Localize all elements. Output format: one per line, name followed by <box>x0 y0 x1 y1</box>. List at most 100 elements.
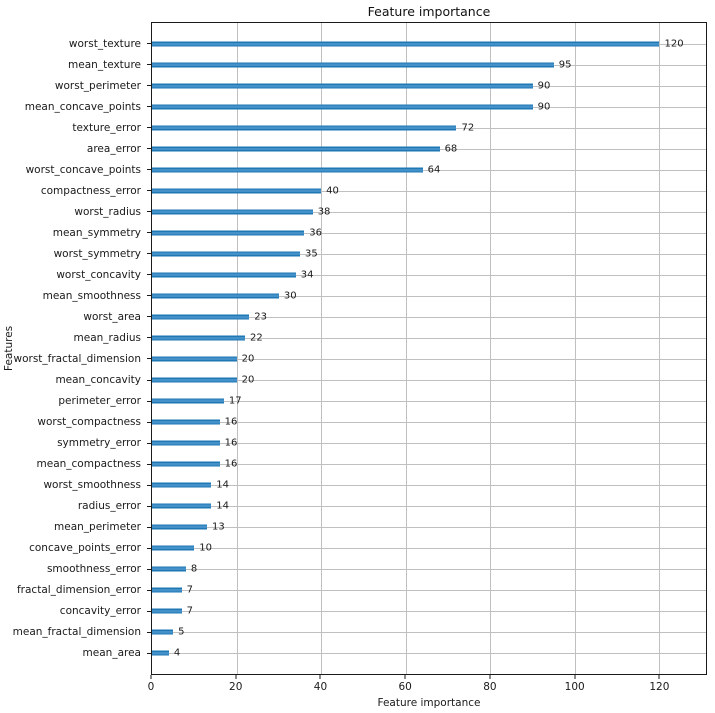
y-tick-row: worst_smoothness <box>0 475 151 496</box>
y-tick-mark <box>147 127 151 129</box>
bar-area_error <box>152 146 440 152</box>
y-tick-row: worst_compactness <box>0 412 151 433</box>
bar-symmetry_error <box>152 440 220 446</box>
y-tick-label: worst_concave_points <box>25 163 141 176</box>
y-tick-mark <box>147 190 151 192</box>
y-tick-mark <box>147 43 151 45</box>
y-tick-row: mean_fractal_dimension <box>0 622 151 643</box>
y-tick-mark <box>147 526 151 528</box>
y-tick-row: symmetry_error <box>0 433 151 454</box>
bar-fractal_dimension_error <box>152 587 182 593</box>
bar-value-label: 22 <box>250 332 263 344</box>
y-tick-label: mean_perimeter <box>54 521 141 534</box>
bar-worst_concave_points <box>152 167 423 173</box>
bar-value-label: 20 <box>241 353 255 365</box>
y-tick-mark <box>147 85 151 87</box>
bar-row: 16 <box>152 453 706 474</box>
y-tick-mark <box>147 106 151 108</box>
bar-row: 95 <box>152 55 706 76</box>
bar-value-label: 40 <box>326 185 339 197</box>
y-tick-label: mean_compactness <box>36 458 142 471</box>
bar-value-label: 23 <box>254 311 267 323</box>
y-tick-label: fractal_dimension_error <box>16 584 141 597</box>
bar-texture_error <box>152 125 457 131</box>
horizontal-gridline <box>152 275 706 277</box>
bar-row: 120 <box>152 34 706 55</box>
y-tick-mark <box>147 274 151 276</box>
bar-value-label: 36 <box>309 227 322 239</box>
y-tick-mark <box>147 484 151 486</box>
bar-row: 72 <box>152 118 706 139</box>
y-tick-row: mean_radius <box>0 327 151 348</box>
horizontal-gridline <box>152 359 706 361</box>
y-tick-row: texture_error <box>0 117 151 138</box>
y-tick-mark <box>147 253 151 255</box>
bar-mean_smoothness <box>152 293 279 299</box>
horizontal-gridline <box>152 212 706 214</box>
bar-row: 5 <box>152 621 706 642</box>
y-tick-mark <box>147 337 151 339</box>
vertical-gridline <box>321 23 323 674</box>
horizontal-gridline <box>152 589 706 591</box>
horizontal-gridline <box>152 610 706 612</box>
y-tick-mark <box>147 358 151 360</box>
bar-worst_smoothness <box>152 482 212 488</box>
y-tick-row: worst_concave_points <box>0 159 151 180</box>
bar-worst_symmetry <box>152 251 300 257</box>
bar-row: 4 <box>152 642 706 663</box>
horizontal-gridline <box>152 463 706 465</box>
x-tick-label: 80 <box>483 681 497 693</box>
y-tick-row: worst_area <box>0 306 151 327</box>
x-axis-ticks: 0 20 40 60 80 100 120 <box>0 675 715 699</box>
bar-row: 35 <box>152 244 706 265</box>
x-axis-label: Feature importance <box>377 697 481 709</box>
y-tick-label: mean_smoothness <box>42 289 141 302</box>
bar-row: 36 <box>152 223 706 244</box>
bar-worst_fractal_dimension <box>152 356 237 362</box>
bar-perimeter_error <box>152 398 224 404</box>
x-tick-mark <box>574 675 576 679</box>
y-tick-label: smoothness_error <box>46 563 141 576</box>
vertical-gridline <box>405 23 407 674</box>
y-tick-label: texture_error <box>72 121 141 134</box>
bar-row: 40 <box>152 181 706 202</box>
y-tick-row: worst_fractal_dimension <box>0 348 151 369</box>
horizontal-gridline <box>152 254 706 256</box>
bar-value-label: 16 <box>224 416 238 428</box>
y-tick-label: mean_symmetry <box>52 226 141 239</box>
horizontal-gridline <box>152 317 706 319</box>
bar-value-label: 10 <box>199 542 213 554</box>
horizontal-gridline <box>152 296 706 298</box>
y-tick-row: mean_symmetry <box>0 222 151 243</box>
y-tick-row: worst_concavity <box>0 264 151 285</box>
bar-worst_perimeter <box>152 83 533 89</box>
x-tick-mark <box>235 675 237 679</box>
bar-mean_perimeter <box>152 524 207 530</box>
bar-compactness_error <box>152 188 322 194</box>
y-tick-label: concavity_error <box>59 605 141 618</box>
bar-mean_texture <box>152 62 554 68</box>
y-tick-mark <box>147 547 151 549</box>
horizontal-gridline <box>152 170 706 172</box>
y-tick-mark <box>147 589 151 591</box>
bar-row: 23 <box>152 307 706 328</box>
bar-mean_fractal_dimension <box>152 629 174 635</box>
y-tick-label: mean_texture <box>68 58 141 71</box>
bar-row: 16 <box>152 432 706 453</box>
x-tick-mark <box>404 675 406 679</box>
y-tick-mark <box>147 211 151 213</box>
bar-value-label: 95 <box>558 59 572 71</box>
bar-smoothness_error <box>152 566 186 572</box>
bar-mean_compactness <box>152 461 220 467</box>
y-tick-labels: worst_texture mean_texture worst_perimeter… <box>0 22 151 675</box>
bar-value-label: 72 <box>461 122 475 134</box>
y-tick-row: worst_radius <box>0 201 151 222</box>
x-tick-label: 20 <box>229 681 243 693</box>
bar-row: 20 <box>152 370 706 391</box>
y-tick-row: mean_concavity <box>0 370 151 391</box>
horizontal-gridline <box>152 484 706 486</box>
y-tick-mark <box>147 169 151 171</box>
y-tick-row: area_error <box>0 138 151 159</box>
bar-mean_symmetry <box>152 230 305 236</box>
y-tick-row: fractal_dimension_error <box>0 580 151 601</box>
